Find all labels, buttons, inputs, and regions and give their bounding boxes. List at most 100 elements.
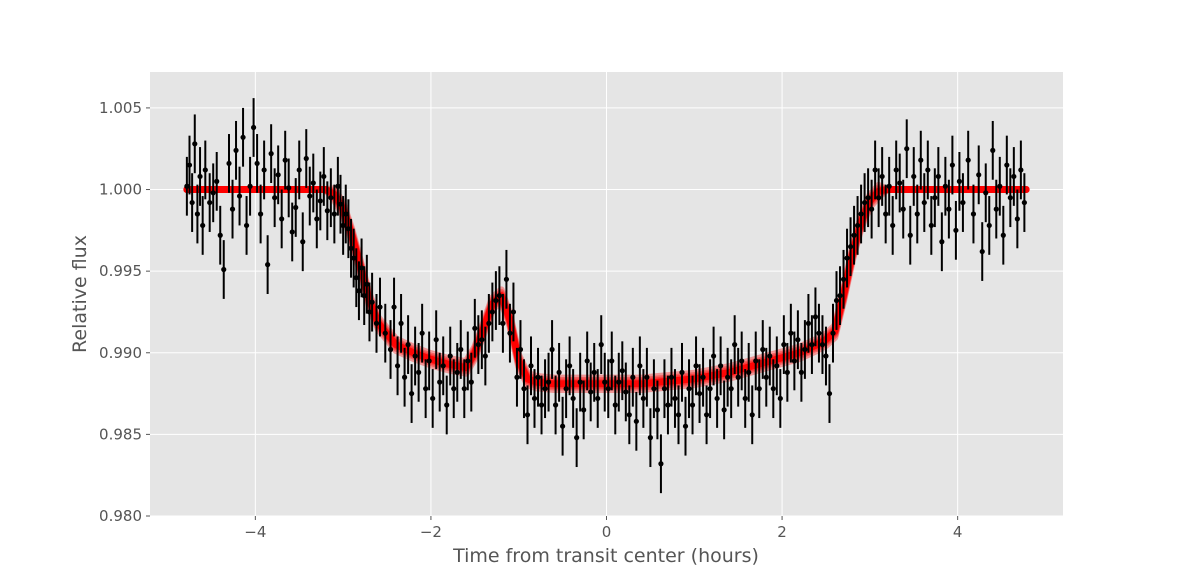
data-point: [661, 386, 668, 392]
data-point: [696, 390, 703, 397]
data-point: [805, 320, 812, 326]
data-point: [753, 358, 759, 364]
data-point: [918, 157, 924, 163]
data-point: [844, 255, 850, 261]
x-tick-label: −4: [244, 523, 266, 541]
data-point: [373, 320, 380, 326]
x-tick-label: 4: [953, 523, 963, 541]
data-point: [826, 390, 833, 397]
data-point: [897, 180, 903, 186]
data-point: [307, 193, 313, 199]
data-point: [970, 211, 977, 217]
data-point: [423, 386, 429, 392]
data-point: [847, 244, 854, 250]
data-point: [272, 195, 278, 201]
data-point: [254, 160, 260, 167]
data-point: [756, 386, 762, 392]
data-point: [718, 363, 724, 369]
data-point: [654, 407, 661, 413]
data-point: [430, 395, 436, 402]
data-point: [340, 222, 346, 229]
data-point: [286, 185, 292, 191]
data-point: [236, 193, 243, 199]
y-axis-label: Relative flux: [69, 235, 91, 353]
data-point: [682, 423, 689, 429]
data-point: [391, 304, 397, 310]
data-point: [510, 309, 517, 315]
data-point: [658, 461, 664, 467]
data-point: [419, 330, 425, 336]
data-point: [556, 369, 562, 375]
data-point: [207, 199, 213, 206]
data-point: [665, 402, 671, 408]
data-point: [595, 395, 601, 402]
data-point: [240, 134, 246, 140]
data-point: [907, 232, 913, 238]
data-point: [851, 232, 857, 238]
data-point: [742, 395, 748, 402]
data-point: [1000, 232, 1006, 238]
data-point: [328, 195, 334, 201]
data-point: [721, 407, 727, 413]
data-point: [735, 374, 741, 380]
data-point: [791, 358, 797, 364]
data-point: [872, 167, 878, 173]
data-point: [324, 208, 330, 214]
data-point: [921, 199, 927, 206]
data-point: [531, 395, 538, 402]
data-point: [819, 342, 826, 348]
data-point: [275, 172, 281, 178]
data-point: [549, 346, 555, 353]
data-point: [679, 369, 685, 375]
data-point: [904, 146, 910, 152]
data-point: [563, 386, 569, 392]
x-tick-label: 0: [602, 523, 612, 541]
data-point: [314, 216, 320, 222]
y-tick-label: 0.985: [99, 425, 142, 443]
data-point: [802, 346, 808, 353]
data-point: [317, 198, 323, 204]
data-point: [343, 211, 349, 217]
data-point: [732, 342, 738, 348]
data-point: [243, 222, 250, 229]
data-point: [960, 199, 966, 206]
data-point: [788, 330, 794, 336]
data-point: [626, 412, 632, 418]
y-tick-label: 0.990: [99, 344, 142, 362]
data-point: [496, 293, 502, 299]
data-point: [468, 379, 474, 385]
data-point: [335, 183, 341, 189]
y-tick-label: 1.000: [99, 181, 142, 199]
data-point: [567, 363, 573, 369]
data-point: [465, 358, 471, 364]
data-point: [517, 346, 524, 353]
data-point: [668, 374, 675, 380]
data-point: [369, 299, 375, 305]
data-point: [953, 227, 959, 233]
data-point: [538, 402, 545, 408]
data-point: [258, 211, 264, 217]
data-point: [1004, 162, 1010, 168]
data-point: [725, 374, 731, 380]
data-point: [619, 368, 625, 374]
data-point: [854, 222, 861, 229]
data-point: [454, 369, 460, 375]
data-point: [840, 276, 847, 282]
data-point: [588, 389, 594, 395]
data-point: [337, 201, 344, 207]
observed-data-points: [184, 98, 1027, 494]
data-point: [616, 379, 622, 385]
data-point: [837, 293, 843, 299]
data-point: [1021, 199, 1027, 206]
data-point: [226, 160, 232, 167]
data-point: [364, 281, 370, 287]
data-point: [983, 190, 989, 196]
data-point: [686, 386, 692, 392]
data-point: [250, 124, 257, 131]
data-point: [781, 342, 787, 348]
data-point: [932, 195, 938, 201]
data-point: [221, 266, 227, 273]
data-point: [956, 178, 963, 184]
data-point: [949, 162, 955, 168]
data-point: [651, 386, 657, 392]
